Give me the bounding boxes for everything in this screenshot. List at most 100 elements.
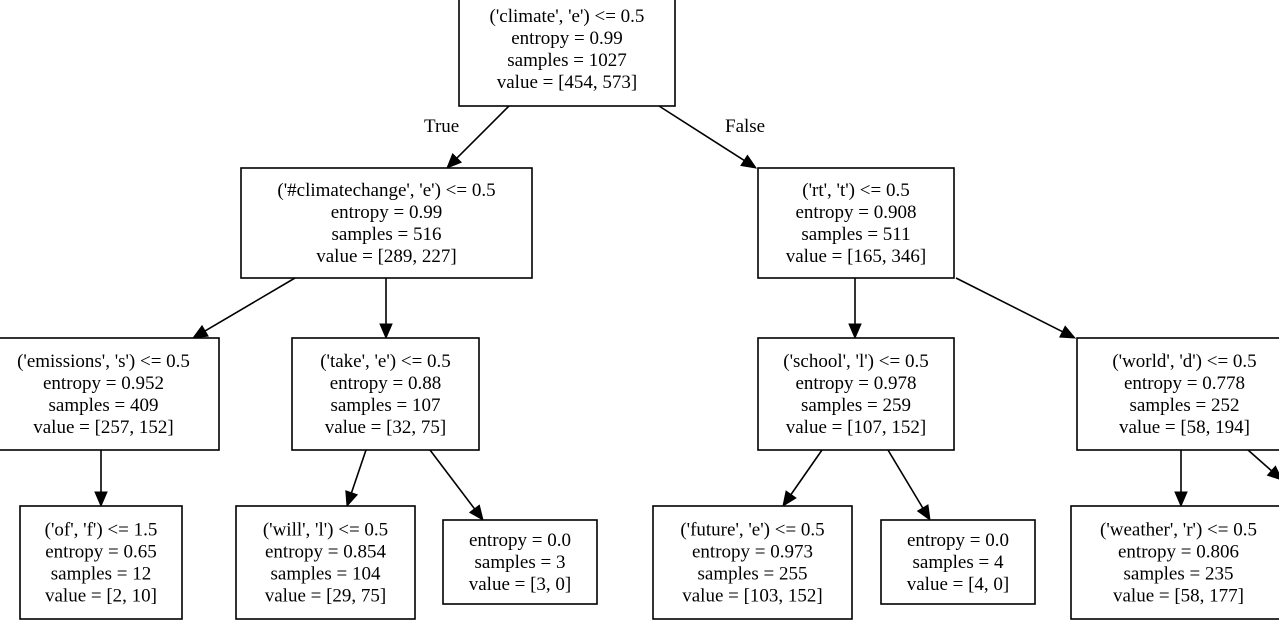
edge-label: False: [725, 116, 765, 137]
node-text-line: samples = 1027: [507, 50, 626, 71]
tree-edge: [429, 449, 484, 522]
node-text-line: value = [454, 573]: [497, 72, 638, 93]
node-text-line: value = [32, 75]: [325, 417, 447, 438]
tree-edge: [1247, 449, 1279, 480]
node-text-line: ('of', 'f') <= 1.5: [45, 520, 158, 541]
node-text-line: samples = 511: [801, 224, 910, 245]
node-text-line: samples = 516: [332, 224, 442, 245]
node-text-line: value = [2, 10]: [45, 586, 157, 607]
node-text-line: value = [107, 152]: [786, 417, 927, 438]
node-text-line: value = [4, 0]: [907, 574, 1010, 595]
node-text-line: ('rt', 't') <= 0.5: [802, 180, 909, 201]
node-box: [442, 519, 598, 605]
arrowhead-icon: [94, 491, 108, 508]
node-text-line: samples = 255: [698, 564, 808, 585]
node-box: [757, 167, 955, 279]
edge-line: [350, 449, 367, 493]
node-text-line: ('school', 'l') <= 0.5: [783, 351, 928, 372]
edge-label: True: [424, 116, 459, 137]
node-text-line: ('future', 'e') <= 0.5: [680, 520, 824, 541]
node-text-line: ('climate', 'e') <= 0.5: [490, 6, 645, 27]
node-text-line: samples = 12: [51, 564, 151, 585]
node-text-line: entropy = 0.806: [1118, 542, 1239, 563]
node-text-line: value = [289, 227]: [316, 246, 457, 267]
arrowhead-icon: [379, 323, 393, 340]
node-text-line: entropy = 0.973: [692, 542, 813, 563]
node-text-line: value = [58, 194]: [1119, 417, 1250, 438]
tree-edge: [94, 450, 108, 508]
node-text-line: entropy = 0.854: [265, 542, 387, 563]
arrowhead-icon: [1059, 325, 1077, 339]
node-text-line: samples = 259: [801, 395, 911, 416]
edge-line: [790, 449, 823, 495]
node-text-line: entropy = 0.908: [795, 202, 916, 223]
node-box: [1070, 505, 1279, 620]
arrowhead-icon: [740, 154, 758, 169]
node-text-line: value = [103, 152]: [682, 586, 823, 607]
node-box: [880, 519, 1036, 605]
node-text-line: ('#climatechange', 'e') <= 0.5: [277, 180, 495, 201]
node-text-line: samples = 4: [913, 552, 1004, 573]
tree-edge: True: [424, 105, 510, 169]
edge-line: [456, 105, 510, 159]
edge-line: [204, 277, 296, 332]
edge-line: [658, 105, 745, 162]
node-text-line: value = [257, 152]: [33, 417, 174, 438]
node-text-line: samples = 104: [271, 564, 381, 585]
node-text-line: ('weather', 'r') <= 0.5: [1100, 520, 1257, 541]
arrowhead-icon: [1174, 491, 1188, 508]
node-text-line: value = [29, 75]: [265, 586, 387, 607]
edge-line: [887, 449, 924, 509]
node-text-line: entropy = 0.0: [469, 530, 571, 551]
node-text-line: samples = 3: [475, 552, 566, 573]
node-text-line: ('world', 'd') <= 0.5: [1112, 351, 1256, 372]
node-text-line: entropy = 0.88: [330, 373, 442, 394]
arrowhead-icon: [191, 324, 209, 339]
tree-edge: [887, 449, 931, 522]
arrowhead-icon: [848, 323, 862, 340]
node-box: [0, 337, 220, 451]
node-text-line: value = [3, 0]: [469, 574, 572, 595]
arrowhead-icon: [345, 490, 359, 508]
tree-edge: [782, 449, 823, 508]
node-text-line: entropy = 0.65: [45, 542, 157, 563]
node-text-line: entropy = 0.978: [795, 373, 916, 394]
node-text-line: entropy = 0.99: [511, 28, 623, 49]
node-text-line: entropy = 0.99: [331, 202, 443, 223]
node-text-line: entropy = 0.0: [907, 530, 1009, 551]
node-box: [757, 337, 955, 451]
node-text-line: ('emissions', 's') <= 0.5: [17, 351, 190, 372]
node-box: [291, 337, 480, 451]
node-text-line: samples = 409: [49, 395, 159, 416]
node-text-line: ('will', 'l') <= 0.5: [263, 520, 388, 541]
edges-layer: True False: [94, 105, 1279, 522]
node-text-line: ('take', 'e') <= 0.5: [320, 351, 451, 372]
node-box: [240, 167, 533, 279]
node-text-line: value = [58, 177]: [1113, 586, 1244, 607]
tree-edge: [191, 277, 296, 339]
node-text-line: entropy = 0.952: [43, 373, 164, 394]
node-text-line: samples = 107: [331, 395, 441, 416]
arrowhead-icon: [782, 490, 797, 508]
node-box: [652, 505, 853, 620]
node-box: [235, 505, 416, 620]
node-text-line: entropy = 0.778: [1124, 373, 1245, 394]
node-text-line: samples = 235: [1124, 564, 1234, 585]
arrowhead-icon: [468, 504, 484, 522]
node-box: [1076, 337, 1279, 451]
arrowhead-icon: [916, 504, 931, 522]
